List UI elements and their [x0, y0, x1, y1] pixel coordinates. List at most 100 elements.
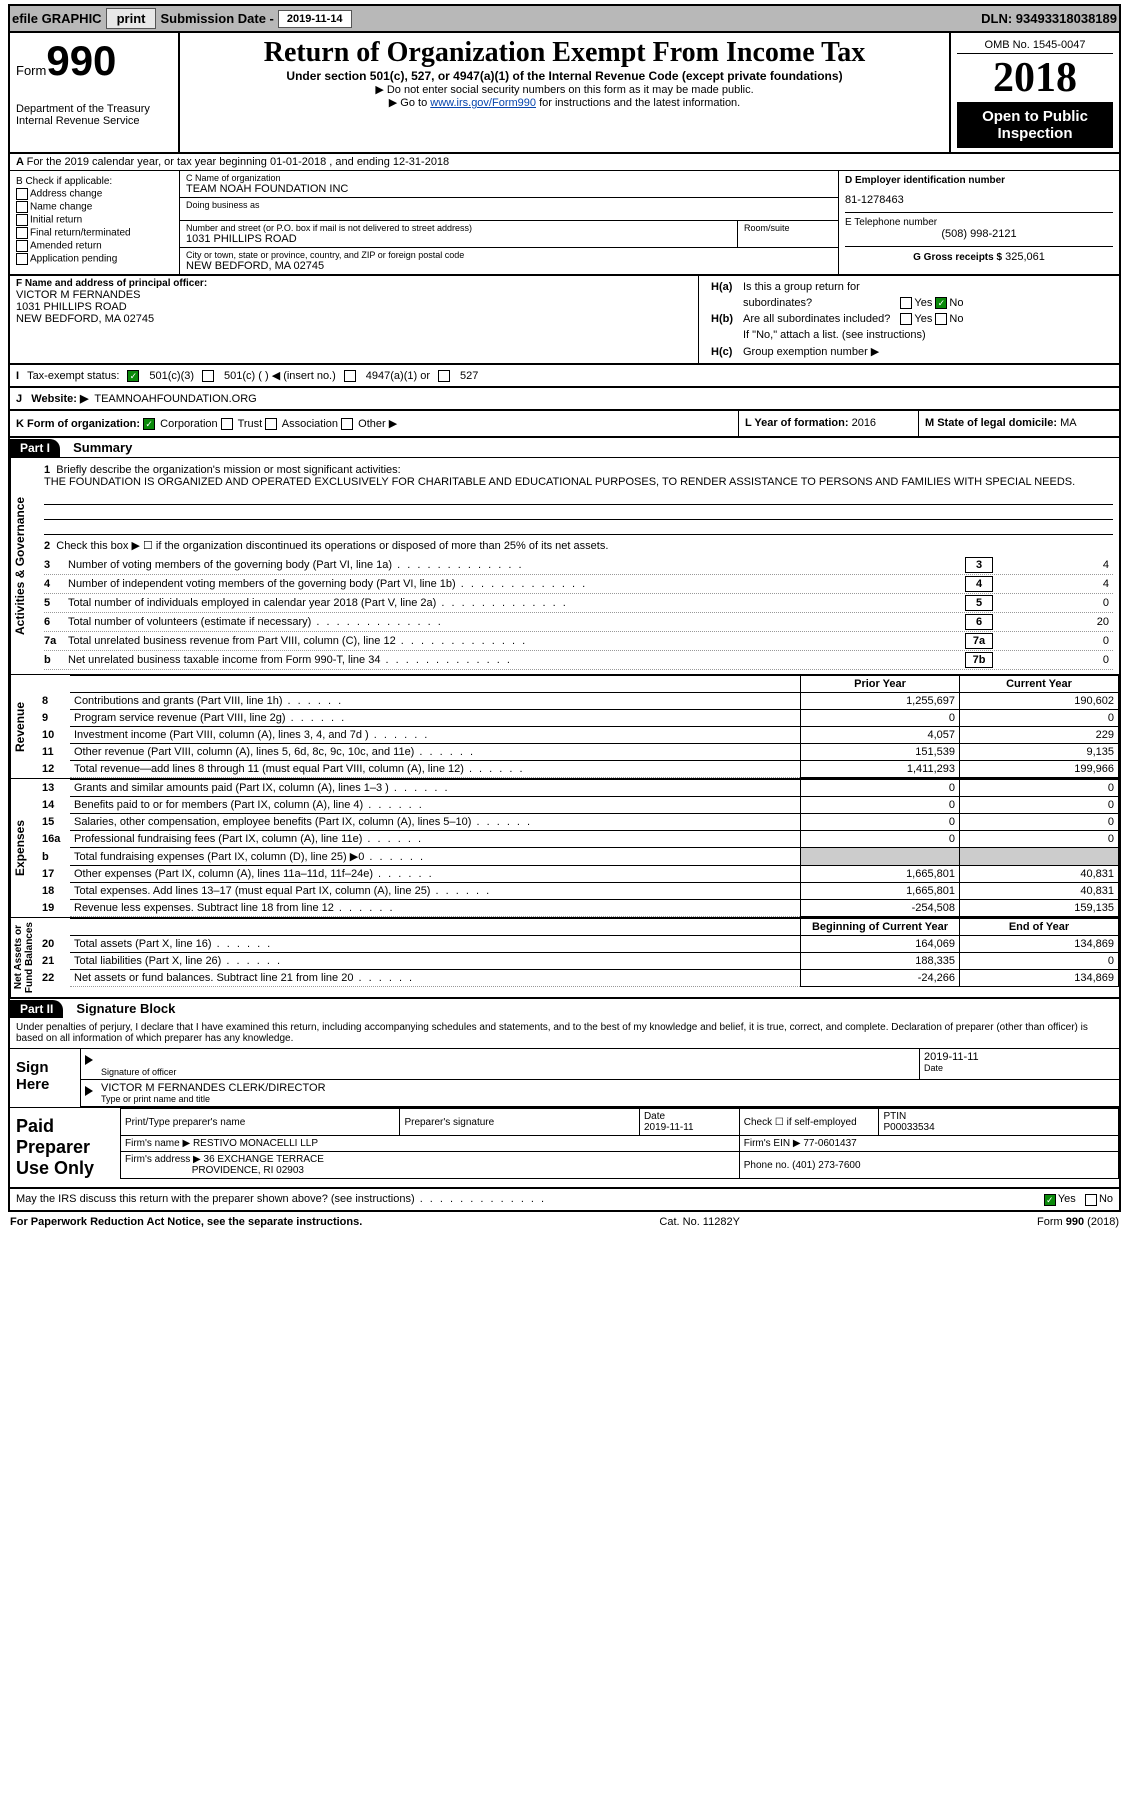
checkbox-icon[interactable] — [344, 370, 356, 382]
checkbox-icon[interactable] — [265, 418, 277, 430]
d-label: D Employer identification number — [845, 175, 1113, 186]
prep-selfemp: Check ☐ if self-employed — [739, 1109, 879, 1136]
checkbox-icon[interactable] — [1085, 1194, 1097, 1206]
part-1: Part I Summary Activities & Governance 1… — [8, 438, 1121, 999]
goto-note: ▶ Go to www.irs.gov/Form990 for instruct… — [186, 96, 943, 109]
part-1-tab: Part I — [10, 439, 60, 457]
checkbox-icon[interactable] — [341, 418, 353, 430]
footer-right: Form 990 (2018) — [1037, 1216, 1119, 1228]
checkbox-icon[interactable] — [935, 313, 947, 325]
g-label: G Gross receipts $ — [913, 252, 1002, 263]
city-cell: City or town, state or province, country… — [180, 248, 838, 274]
summary-line: 6Total number of volunteers (estimate if… — [44, 613, 1113, 632]
irs-link[interactable]: www.irs.gov/Form990 — [430, 97, 536, 109]
prep-sig-h: Preparer's signature — [400, 1109, 640, 1136]
fin-row: 19Revenue less expenses. Subtract line 1… — [38, 900, 1119, 917]
tax-year: 2018 — [957, 54, 1113, 102]
fin-row: 16aProfessional fundraising fees (Part I… — [38, 831, 1119, 848]
checkbox-icon[interactable] — [16, 253, 28, 265]
irs-discuss-row: May the IRS discuss this return with the… — [8, 1189, 1121, 1211]
checkbox-icon[interactable] — [438, 370, 450, 382]
address-box: Number and street (or P.O. box if mail i… — [180, 221, 838, 274]
open-public-badge: Open to Public Inspection — [957, 102, 1113, 148]
dba-box: Doing business as — [180, 198, 838, 221]
prior-year-header: Prior Year — [801, 676, 960, 693]
revenue-section: Revenue Prior Year Current Year 8Contrib… — [10, 674, 1119, 778]
taxex-label: Tax-exempt status: — [27, 370, 119, 382]
fin-row: bTotal fundraising expenses (Part IX, co… — [38, 848, 1119, 866]
title-cell: Return of Organization Exempt From Incom… — [180, 33, 949, 152]
checkbox-checked-icon[interactable]: ✓ — [1044, 1194, 1056, 1206]
checkbox-icon[interactable] — [16, 227, 28, 239]
netassets-table: Beginning of Current Year End of Year 20… — [38, 918, 1119, 987]
phone-section: E Telephone number (508) 998-2121 — [845, 217, 1113, 247]
firm-ein: 77-0601437 — [803, 1138, 856, 1149]
city-label: City or town, state or province, country… — [186, 250, 832, 260]
checkbox-checked-icon[interactable]: ✓ — [143, 418, 155, 430]
h-box: H(a)Is this a group return for subordina… — [699, 276, 1119, 363]
sign-here-label: Sign Here — [10, 1049, 80, 1107]
checkbox-icon[interactable] — [16, 201, 28, 213]
page-footer: For Paperwork Reduction Act Notice, see … — [8, 1212, 1121, 1232]
end-year-header: End of Year — [960, 919, 1119, 936]
footer-left: For Paperwork Reduction Act Notice, see … — [10, 1216, 362, 1228]
line-2: 2 Check this box ▶ ☐ if the organization… — [44, 535, 1113, 556]
checkbox-icon[interactable] — [900, 313, 912, 325]
checkbox-checked-icon[interactable]: ✓ — [127, 370, 139, 382]
form-number-cell: Form990 Department of the Treasury Inter… — [10, 33, 180, 152]
form-990-page: efile GRAPHIC print Submission Date - 20… — [0, 0, 1129, 1252]
line-1: 1 Briefly describe the organization's mi… — [44, 462, 1113, 490]
checkbox-icon[interactable] — [202, 370, 214, 382]
ein: 81-1278463 — [845, 194, 1113, 206]
street-label: Number and street (or P.O. box if mail i… — [186, 223, 731, 233]
netassets-section: Net Assets or Fund Balances Beginning of… — [10, 917, 1119, 997]
checkbox-icon[interactable] — [16, 188, 28, 200]
checkbox-icon[interactable] — [16, 214, 28, 226]
form-number: 990 — [46, 37, 116, 84]
gov-rows: 3Number of voting members of the governi… — [44, 556, 1113, 670]
chk-name: Name change — [16, 201, 173, 213]
current-year-header: Current Year — [960, 676, 1119, 693]
form-header: Form990 Department of the Treasury Inter… — [8, 33, 1121, 154]
a-line-text: For the 2019 calendar year, or tax year … — [27, 156, 450, 168]
goto-suffix: for instructions and the latest informat… — [536, 97, 740, 109]
print-button[interactable]: print — [106, 8, 157, 29]
form-prefix: Form — [16, 63, 46, 78]
chk-pending: Application pending — [16, 253, 173, 265]
fin-row: 13Grants and similar amounts paid (Part … — [38, 780, 1119, 797]
checkbox-icon[interactable] — [16, 240, 28, 252]
m-cell: M State of legal domicile: MA — [919, 411, 1119, 436]
fintable-header-row: Prior Year Current Year — [38, 676, 1119, 693]
checkbox-icon[interactable] — [221, 418, 233, 430]
gov-sidelabel: Activities & Governance — [10, 458, 38, 674]
omb-cell: OMB No. 1545-0047 2018 Open to Public In… — [949, 33, 1119, 152]
form-subtitle: Under section 501(c), 527, or 4947(a)(1)… — [186, 69, 943, 83]
b-label: B Check if applicable: — [16, 176, 173, 187]
fin-row: 10Investment income (Part VIII, column (… — [38, 727, 1119, 744]
suite-cell: Room/suite — [738, 221, 838, 248]
part-1-header: Part I Summary — [10, 438, 1119, 457]
firm-addr1: 36 EXCHANGE TERRACE — [204, 1154, 324, 1165]
part-2-tab: Part II — [10, 1000, 63, 1018]
tax-exempt-row: I Tax-exempt status: ✓501(c)(3) 501(c) (… — [8, 365, 1121, 388]
checkbox-checked-icon[interactable]: ✓ — [935, 297, 947, 309]
fin-row: 20Total assets (Part X, line 16)164,0691… — [38, 936, 1119, 953]
officer-name: VICTOR M FERNANDES — [16, 289, 692, 301]
city: NEW BEDFORD, MA 02745 — [186, 260, 832, 272]
firm-name: RESTIVO MONACELLI LLP — [193, 1138, 318, 1149]
footer-mid: Cat. No. 11282Y — [659, 1216, 740, 1228]
form-org-row: K Form of organization: ✓ Corporation Tr… — [8, 411, 1121, 438]
checkbox-icon[interactable] — [900, 297, 912, 309]
netassets-header-row: Beginning of Current Year End of Year — [38, 919, 1119, 936]
dba-label: Doing business as — [186, 200, 832, 210]
part-1-title: Summary — [63, 438, 142, 457]
fin-row: 11Other revenue (Part VIII, column (A), … — [38, 744, 1119, 761]
name-address-col: C Name of organization TEAM NOAH FOUNDAT… — [180, 171, 839, 274]
suite-label: Room/suite — [744, 223, 832, 233]
k-label: K Form of organization: — [16, 418, 140, 430]
mission-text: THE FOUNDATION IS ORGANIZED AND OPERATED… — [44, 476, 1075, 488]
website-row: J Website: ▶ TEAMNOAHFOUNDATION.ORG — [8, 388, 1121, 411]
dln-number: DLN: 93493318038189 — [981, 11, 1117, 26]
name-label: Type or print name and title — [101, 1094, 1115, 1104]
fin-row: 17Other expenses (Part IX, column (A), l… — [38, 866, 1119, 883]
